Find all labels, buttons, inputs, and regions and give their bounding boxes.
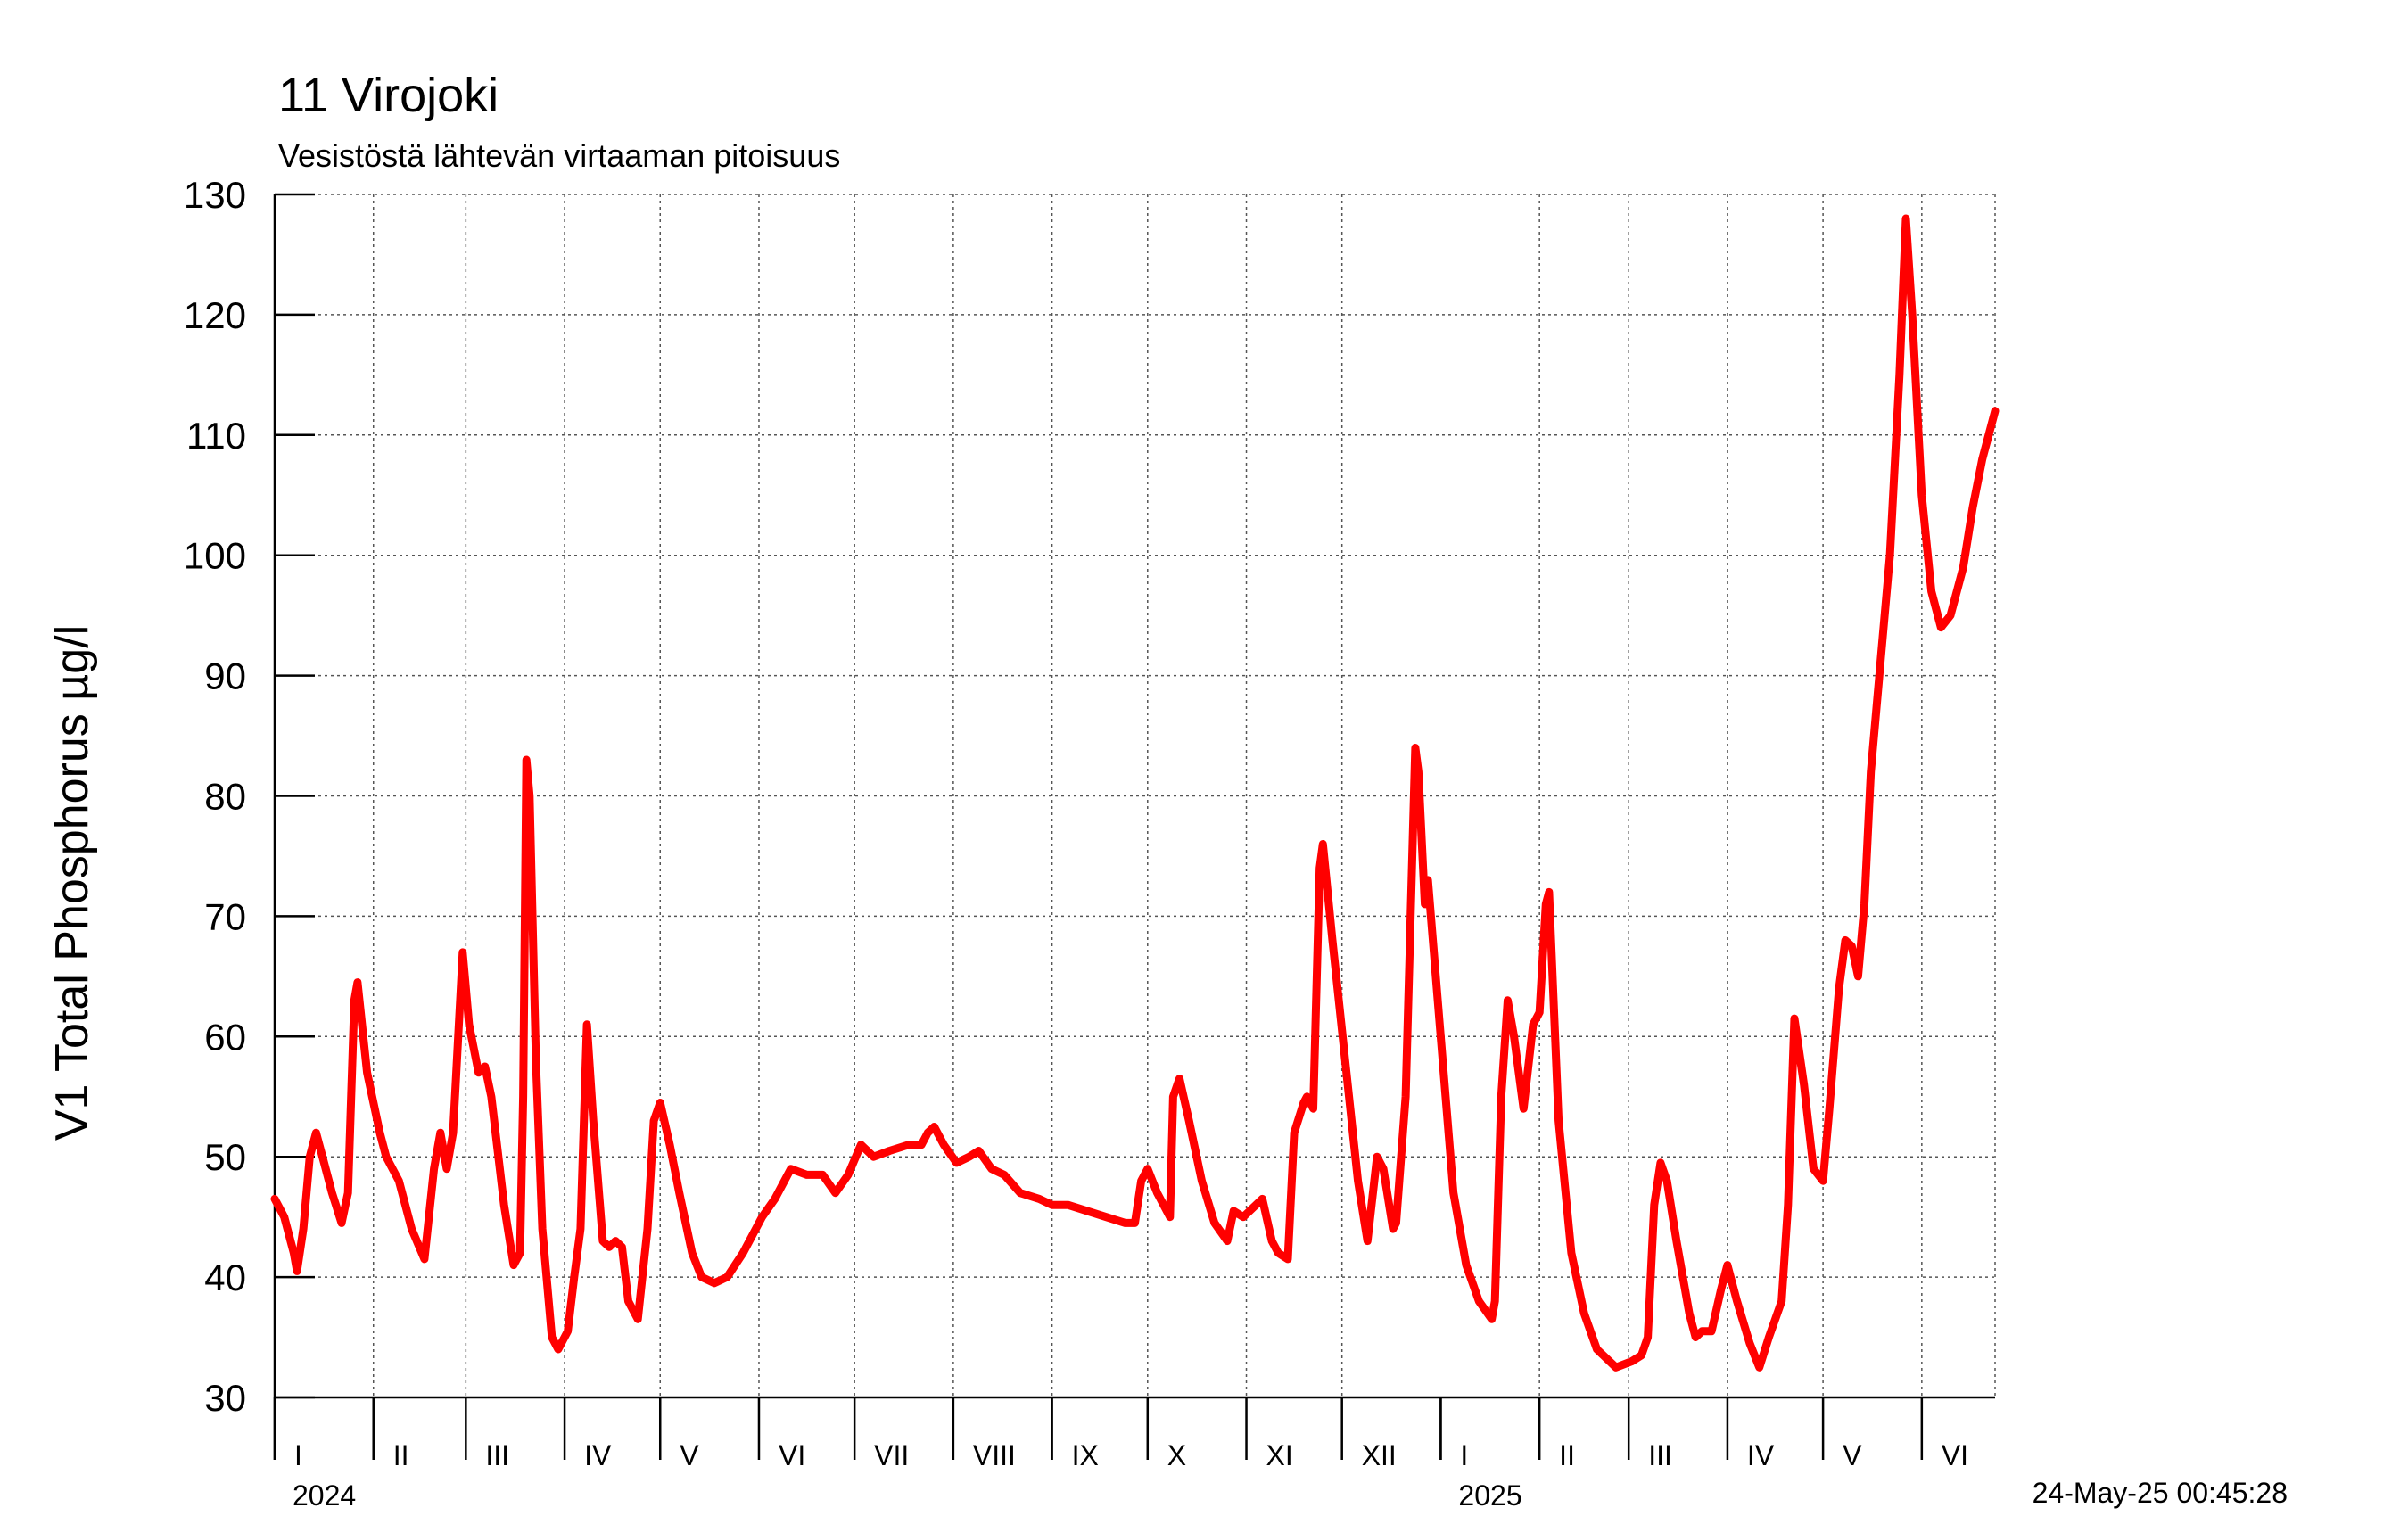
month-label: XII — [1362, 1439, 1397, 1471]
y-tick-label: 30 — [204, 1377, 246, 1419]
grid-lines — [275, 194, 1996, 1397]
y-axis-label: V1 Total Phosphorus µg/l — [46, 625, 98, 1141]
year-label: 2025 — [1458, 1479, 1521, 1512]
y-tick-label: 50 — [204, 1136, 246, 1178]
year-label: 2024 — [293, 1479, 356, 1512]
month-label: VII — [874, 1439, 909, 1471]
month-label: II — [393, 1439, 409, 1471]
month-label: VIII — [973, 1439, 1016, 1471]
month-label: X — [1167, 1439, 1186, 1471]
month-label: I — [1460, 1439, 1468, 1471]
axes — [273, 193, 1995, 1460]
y-tick-label: 80 — [204, 776, 246, 818]
y-tick-label: 110 — [186, 415, 246, 457]
y-tick-label: 120 — [184, 294, 246, 336]
y-tick-label: 90 — [204, 655, 246, 697]
y-tick-label: 70 — [204, 895, 246, 937]
chart-title: 11 Virojoki — [278, 69, 499, 122]
month-label: V — [680, 1439, 699, 1471]
y-tick-label: 60 — [204, 1016, 246, 1058]
y-tick-labels: 30 40 50 60 70 80 90 100 110 120 130 — [184, 174, 246, 1419]
month-label: III — [1648, 1439, 1672, 1471]
month-label: I — [294, 1439, 302, 1471]
x-month-labels: I II III IV V VI VII VIII IX X XI XII I II III IV V VI202… — [293, 1439, 1968, 1512]
month-label: IV — [1747, 1439, 1775, 1471]
month-label: II — [1559, 1439, 1575, 1471]
month-label: IV — [584, 1439, 612, 1471]
chart-subtitle: Vesistöstä lähtevän virtaaman pitoisuus — [278, 137, 840, 174]
month-label: V — [1843, 1439, 1862, 1471]
y-tick-label: 130 — [184, 174, 246, 216]
y-tick-label: 40 — [204, 1256, 246, 1298]
month-label: IX — [1072, 1439, 1099, 1471]
month-label: XI — [1266, 1439, 1293, 1471]
y-tick-label: 100 — [184, 535, 246, 577]
month-label: III — [485, 1439, 509, 1471]
series-line-1 — [270, 214, 2000, 1372]
timestamp: 24-May-25 00:45:28 — [2033, 1477, 2288, 1509]
month-label: VI — [779, 1439, 805, 1471]
series-lines — [270, 214, 2000, 1372]
month-label: VI — [1942, 1439, 1968, 1471]
